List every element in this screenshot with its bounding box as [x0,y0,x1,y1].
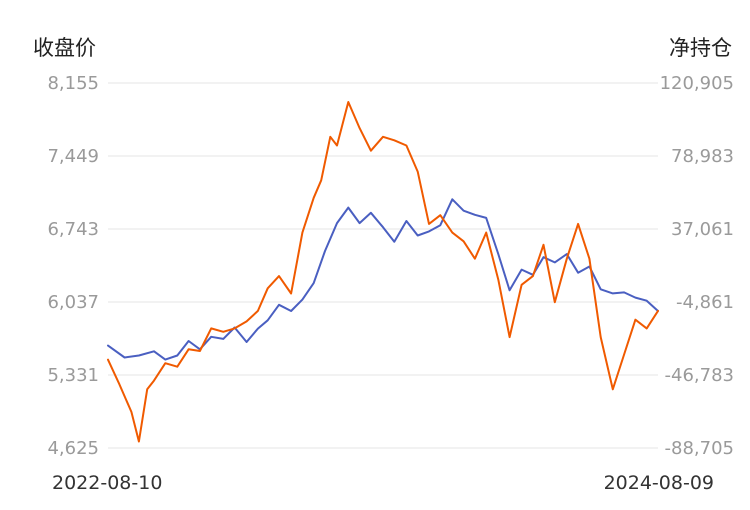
left-tick-label: 7,449 [47,146,99,167]
grid-lines [108,82,658,449]
series-layer [107,101,659,443]
series-line-close-price [107,198,659,361]
right-tick-label: 37,061 [671,219,734,240]
right-axis-ticks: 120,905 78,983 37,061 -4,861 -46,783 -88,705 [660,73,734,459]
series-line-net-position [107,101,659,443]
right-tick-label: 78,983 [671,146,734,167]
right-tick-label: -46,783 [665,365,734,386]
left-axis-title: 收盘价 [33,36,96,60]
left-tick-label: 6,743 [47,219,99,240]
left-tick-label: 6,037 [47,292,99,313]
right-tick-label: -88,705 [665,438,734,459]
left-tick-label: 4,625 [47,438,99,459]
left-tick-label: 5,331 [47,365,99,386]
right-axis-title: 净持仓 [669,36,732,60]
right-tick-label: -4,861 [676,292,734,313]
x-axis-ticks: 2022-08-10 2024-08-09 [52,472,714,494]
left-axis-ticks: 8,155 7,449 6,743 6,037 5,331 4,625 [47,73,99,459]
left-tick-label: 8,155 [47,73,99,94]
right-tick-label: 120,905 [660,73,734,94]
x-tick-label-start: 2022-08-10 [52,472,162,494]
x-tick-label-end: 2024-08-09 [604,472,714,494]
